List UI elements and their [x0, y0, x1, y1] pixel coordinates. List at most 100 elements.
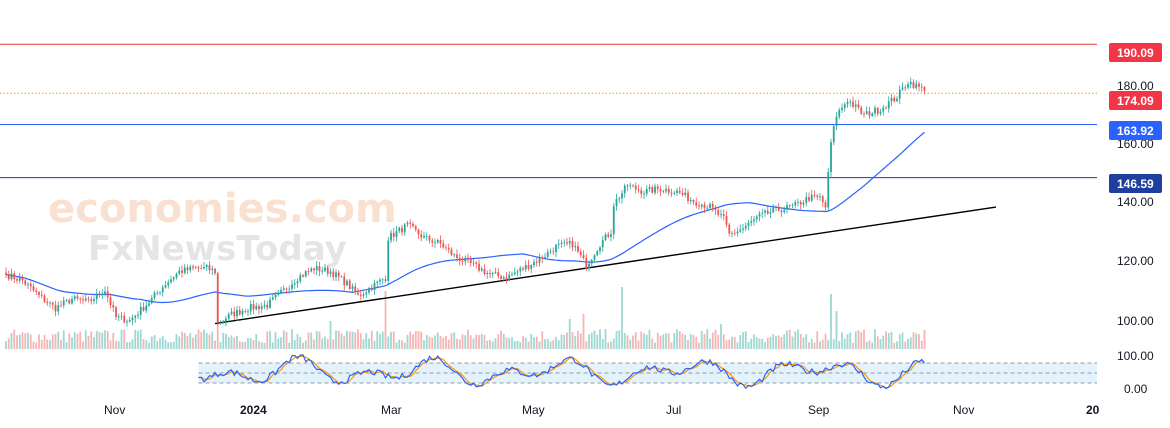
volume-bar [486, 340, 489, 349]
volume-bar [623, 332, 626, 349]
candle-body [387, 240, 390, 281]
candle [335, 269, 337, 282]
candle [156, 290, 159, 296]
candle [887, 96, 890, 113]
candle-body [568, 240, 571, 244]
volume-bar [879, 339, 882, 349]
candle-body [153, 292, 156, 298]
volume-bar [288, 342, 291, 349]
candle-body [857, 104, 860, 108]
volume-bar [852, 342, 854, 349]
candle-body [645, 188, 648, 194]
candle-body [777, 206, 780, 211]
volume-bar [7, 338, 10, 349]
candle [585, 253, 588, 271]
candle-body [208, 265, 211, 271]
candle [667, 185, 670, 196]
candle [175, 272, 178, 280]
candle [291, 279, 293, 293]
volume-bar [27, 332, 29, 349]
candle [618, 196, 621, 204]
candle-body [808, 197, 810, 201]
candle [662, 189, 665, 194]
candle-body [346, 280, 348, 286]
volume-bar [109, 340, 112, 349]
volume-bar [538, 341, 541, 349]
candle-body [134, 315, 137, 318]
volume-bar [439, 335, 442, 349]
candle-body [810, 194, 813, 201]
candle [791, 203, 794, 209]
volume-bar [717, 335, 720, 349]
volume-bar [637, 340, 640, 349]
candle-body [392, 232, 395, 237]
candle [236, 305, 238, 322]
candle [513, 267, 516, 276]
candle [469, 255, 472, 267]
candle [40, 290, 43, 299]
price-tag-190 [1109, 43, 1162, 62]
volume-bar [744, 331, 747, 349]
candle [876, 106, 879, 117]
candle [568, 237, 571, 249]
volume-bar [475, 334, 478, 349]
candle-body [238, 309, 241, 315]
candle [357, 287, 359, 296]
volume-bar [810, 338, 813, 349]
volume-bar [370, 330, 373, 349]
candle [830, 138, 832, 177]
candle-body [670, 192, 673, 194]
candle-body [711, 203, 714, 208]
candle-body [577, 246, 579, 252]
candle [777, 203, 780, 212]
candle [879, 108, 882, 116]
candle [161, 284, 164, 297]
candle [780, 209, 783, 217]
volume-bar [128, 341, 131, 349]
candle [423, 231, 425, 239]
candle-body [24, 280, 27, 285]
candle [79, 296, 82, 304]
candle-body [150, 297, 153, 304]
candle [882, 104, 885, 116]
volume-bar [445, 336, 447, 349]
volume-bar [244, 341, 247, 349]
price-levels[interactable] [0, 43, 1097, 179]
candle-body [109, 297, 112, 306]
volume-bar [43, 334, 46, 349]
candle-body [923, 87, 926, 91]
candle [365, 290, 368, 298]
candle-body [764, 210, 766, 213]
volume-bar [205, 333, 208, 349]
candle-body [890, 97, 893, 102]
candle [395, 226, 398, 242]
candle-body [172, 277, 175, 280]
candle-body [549, 251, 552, 253]
candle-body [467, 257, 469, 260]
volume-bar [175, 334, 178, 349]
volume-bar [335, 330, 337, 349]
volume-bar [731, 336, 733, 349]
candle [436, 238, 439, 244]
volume-bar [73, 331, 76, 349]
trend-line[interactable] [214, 206, 997, 325]
price-level-tags[interactable]: 190.09 174.09 163.92 146.59 [1109, 43, 1162, 193]
candle [409, 219, 412, 229]
candle-body [335, 272, 337, 278]
candle [546, 248, 549, 259]
candle [681, 188, 684, 197]
candle [604, 232, 607, 242]
candle-body [123, 315, 126, 323]
candle [329, 268, 332, 277]
volume-bar [865, 341, 868, 349]
x-tick-label: Mar [381, 403, 402, 417]
volume-bar [571, 332, 574, 349]
candle-body [901, 87, 904, 90]
candle-body [29, 283, 32, 287]
volume-bar [414, 331, 417, 349]
volume-bar [709, 338, 711, 349]
volume-bar [797, 329, 799, 349]
candle [51, 301, 54, 310]
candle [643, 190, 645, 200]
